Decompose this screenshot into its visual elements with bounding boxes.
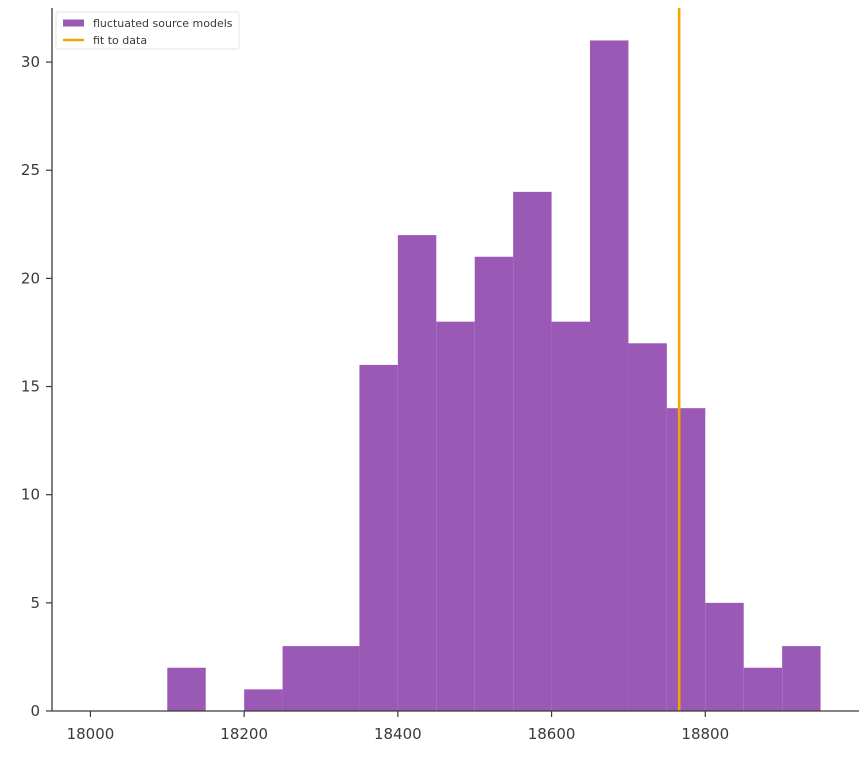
- histogram-bar-8: [513, 191, 552, 711]
- y-tick-label: 15: [21, 378, 40, 396]
- histogram-bar-10: [590, 40, 629, 711]
- histogram-bar-14: [743, 667, 783, 711]
- y-tick-label: 20: [21, 269, 40, 287]
- histogram-bar-13: [705, 602, 744, 711]
- histogram-bar-1: [244, 689, 283, 711]
- legend-frame: [55, 11, 240, 50]
- histogram-bar-4: [359, 364, 398, 711]
- histogram-bar-9: [551, 321, 590, 711]
- bars-layer: [167, 40, 821, 711]
- histogram-bar-5: [397, 235, 437, 711]
- histogram-bar-2: [282, 646, 321, 711]
- histogram-bar-12: [666, 408, 706, 711]
- histogram-bar-15: [782, 646, 821, 711]
- axes-layer: [51, 8, 859, 712]
- histogram-bar-0: [167, 667, 206, 711]
- y-tick-label: 0: [30, 702, 40, 720]
- x-tick-label: 18600: [528, 725, 576, 743]
- y-tick-label: 5: [30, 594, 40, 612]
- y-tick-label: 25: [21, 161, 40, 179]
- y-ticks: 0 5 10 15 20 25 30: [21, 53, 52, 720]
- x-tick-label: 18400: [374, 725, 422, 743]
- x-tick-label: 18800: [681, 725, 729, 743]
- legend-label-fit-line: fit to data: [93, 34, 147, 47]
- y-tick-label: 30: [21, 53, 40, 71]
- legend-label-histogram: fluctuated source models: [93, 17, 233, 30]
- x-ticks: 18000 18200 18400 18600 18800: [67, 711, 729, 743]
- histogram-bar-11: [628, 343, 667, 711]
- histogram-bar-7: [474, 256, 514, 711]
- histogram-bar-3: [321, 646, 360, 711]
- y-tick-label: 10: [21, 486, 40, 504]
- legend: fluctuated source models fit to data: [55, 11, 240, 50]
- histogram-bar-6: [436, 321, 475, 711]
- legend-swatch-histogram: [63, 19, 84, 27]
- x-tick-label: 18200: [220, 725, 268, 743]
- x-tick-label: 18000: [67, 725, 115, 743]
